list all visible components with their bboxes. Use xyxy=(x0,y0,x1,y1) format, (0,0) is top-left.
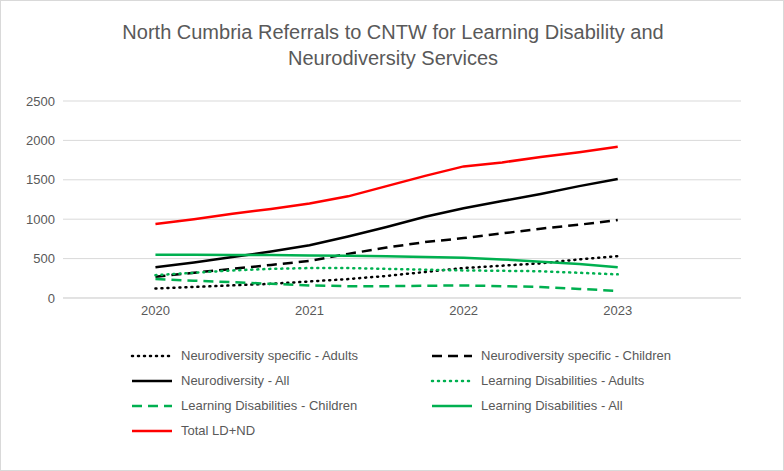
html-text:Neurodiversity specific - Adul: Neurodiversity specific - Adults xyxy=(181,348,358,363)
svg-text:1000: 1000 xyxy=(26,212,55,227)
html-text:Learning Disabilities - All: Learning Disabilities - All xyxy=(481,398,623,413)
html-text:Learning Disabilities - Childr: Learning Disabilities - Children xyxy=(181,398,358,413)
svg-text:2021: 2021 xyxy=(295,303,324,318)
svg-text:1500: 1500 xyxy=(26,172,55,187)
html-text:Neurodiversity - All: Neurodiversity - All xyxy=(181,373,290,388)
html-text:Neurodiversity specific - Chil: Neurodiversity specific - Children xyxy=(481,348,671,363)
svg-text:2023: 2023 xyxy=(603,303,632,318)
svg-text:2022: 2022 xyxy=(449,303,478,318)
svg-text:500: 500 xyxy=(33,251,55,266)
html-text:North Cumbria Referrals to CNT: North Cumbria Referrals to CNTW for Lear… xyxy=(122,21,664,69)
html-text:Learning Disabilities - Adults: Learning Disabilities - Adults xyxy=(481,373,645,388)
svg-text:0: 0 xyxy=(48,291,55,306)
svg-text:2000: 2000 xyxy=(26,133,55,148)
html-text:Total LD+ND: Total LD+ND xyxy=(181,423,256,438)
svg-text:2500: 2500 xyxy=(26,94,55,109)
svg-text:2020: 2020 xyxy=(141,303,170,318)
